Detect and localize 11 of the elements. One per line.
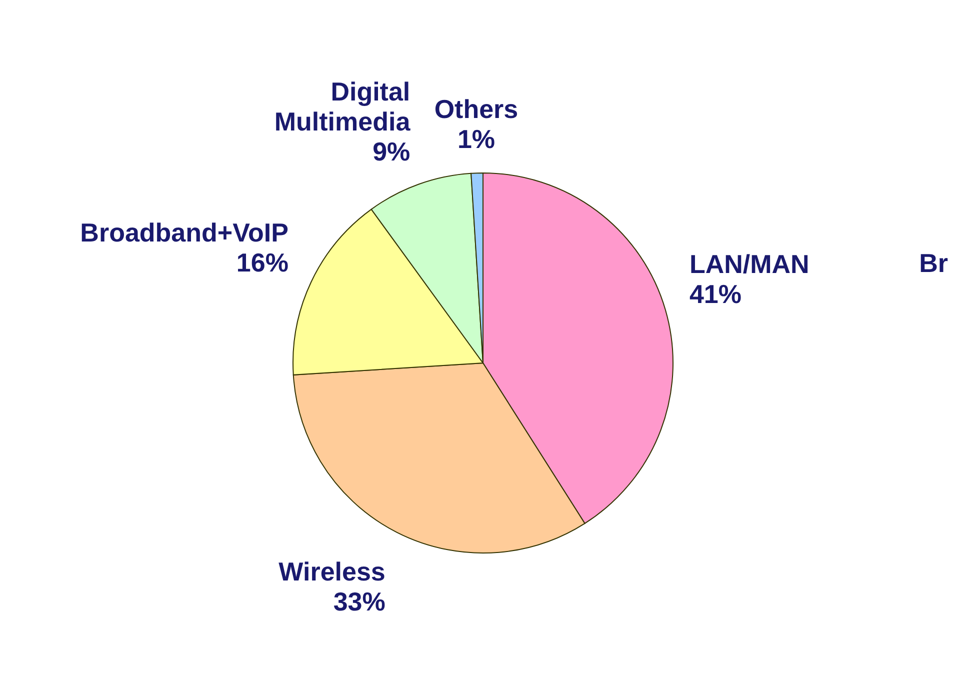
slice-label: Digital Multimedia [274, 76, 411, 137]
data-label: 9% [372, 136, 410, 167]
text: Br [919, 248, 948, 279]
slice-label: Broadband+VoIP [80, 217, 288, 248]
slice-label: Wireless [278, 556, 386, 587]
data-label: 41% [689, 279, 742, 310]
slice-label: LAN/MAN [689, 249, 810, 280]
data-label: 16% [236, 247, 288, 278]
data-label: 33% [333, 586, 386, 617]
data-label: 1% [457, 124, 496, 154]
slice-label: Others [434, 94, 518, 124]
